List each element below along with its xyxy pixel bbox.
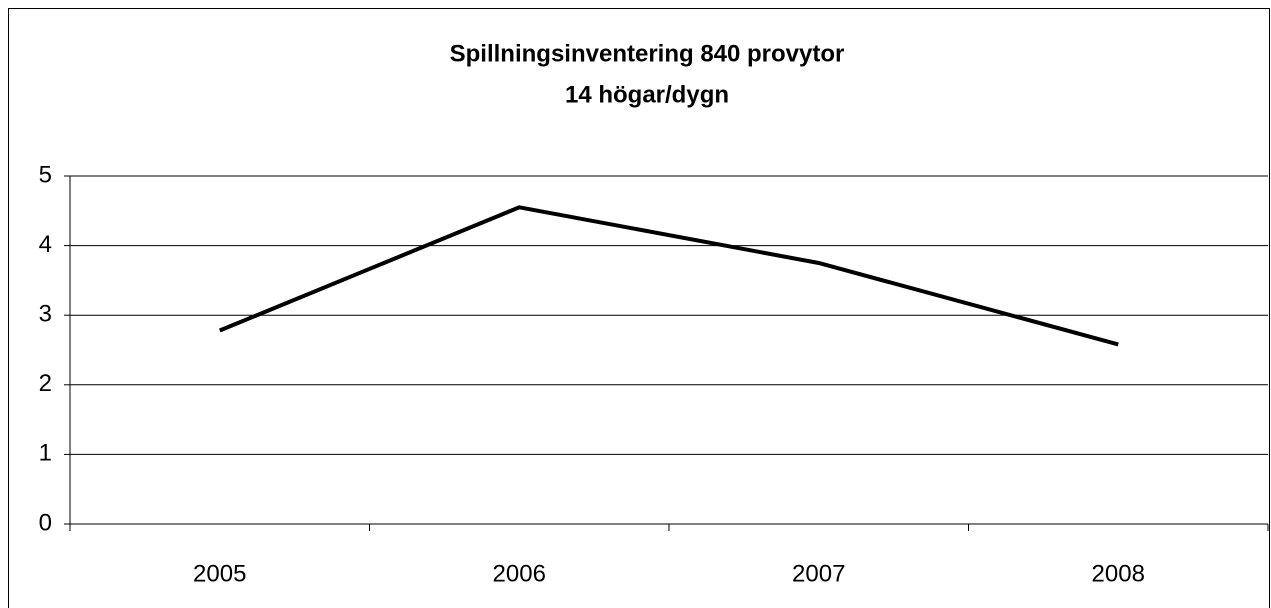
chart-title: Spillningsinventering 840 provytor — [450, 40, 845, 67]
chart-frame — [8, 8, 1270, 608]
y-tick-label: 4 — [39, 231, 52, 258]
x-tick-label: 2008 — [1092, 560, 1145, 587]
chart-subtitle: 14 högar/dygn — [565, 81, 729, 108]
data-line — [218, 205, 1119, 347]
y-tick-label: 5 — [39, 161, 52, 188]
y-tick-label: 3 — [39, 301, 52, 328]
x-tick-label: 2007 — [792, 560, 845, 587]
y-tick-label: 1 — [39, 440, 52, 467]
y-tick-label: 0 — [39, 509, 52, 536]
x-tick-label: 2005 — [193, 560, 246, 587]
y-tick-label: 2 — [39, 370, 52, 397]
x-tick-label: 2006 — [493, 560, 546, 587]
